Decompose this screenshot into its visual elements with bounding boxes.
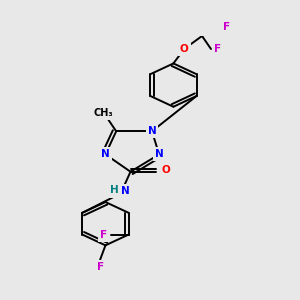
Text: O: O bbox=[180, 44, 188, 54]
Text: N: N bbox=[122, 186, 130, 196]
Text: N: N bbox=[101, 149, 110, 159]
Text: N: N bbox=[155, 149, 164, 159]
Text: F: F bbox=[223, 22, 230, 32]
Text: F: F bbox=[97, 262, 104, 272]
Text: N: N bbox=[148, 126, 156, 136]
Text: F: F bbox=[100, 230, 107, 239]
Text: F: F bbox=[214, 44, 221, 54]
Text: O: O bbox=[161, 165, 170, 175]
Text: H: H bbox=[110, 185, 119, 196]
Text: CH₃: CH₃ bbox=[94, 107, 113, 118]
